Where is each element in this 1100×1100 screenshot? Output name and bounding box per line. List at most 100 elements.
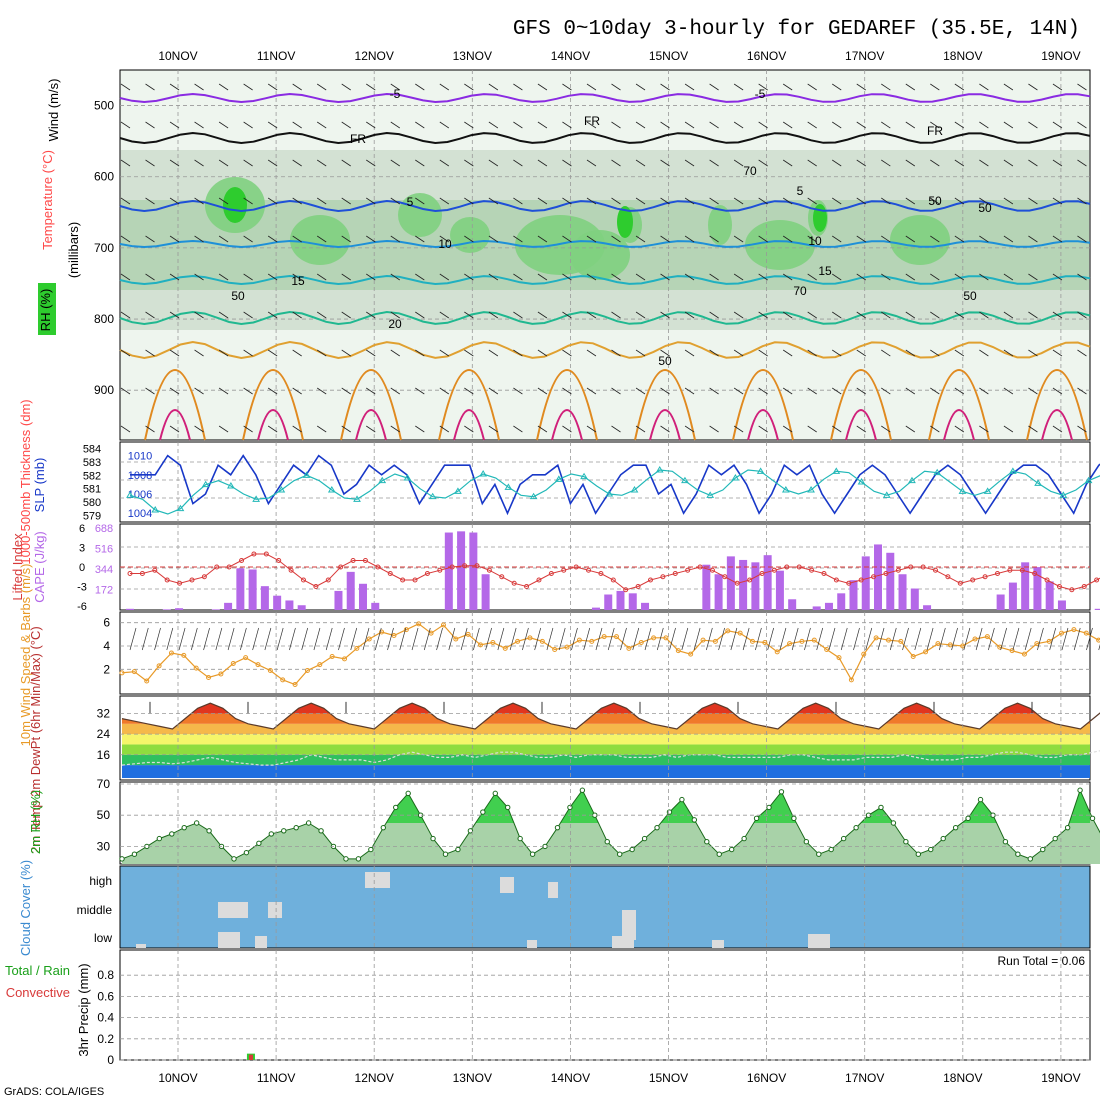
lifted-index-marker: [201, 574, 207, 580]
wind-speed-marker: [317, 662, 323, 668]
wind-barb: [938, 627, 946, 651]
rh2m-marker: [791, 815, 797, 822]
profile-ytick: 900: [94, 383, 114, 397]
wind-speed-marker: [885, 637, 891, 643]
wind-barb: [243, 235, 253, 243]
rh2m-marker: [305, 820, 312, 826]
wind-barb: [979, 349, 989, 357]
lifted-index-marker: [499, 574, 505, 580]
wind-barb: [316, 159, 327, 167]
wind-barb: [1077, 159, 1087, 167]
wind-barb: [341, 387, 351, 395]
lifted-index-marker: [796, 564, 802, 570]
lifted-index-marker: [660, 574, 666, 580]
rh-moist-patch: [745, 220, 815, 270]
wind-barb: [120, 273, 131, 281]
cape-bar: [371, 602, 380, 610]
wind-speed-marker: [626, 645, 632, 651]
wind-barb: [709, 387, 719, 395]
wind-barb: [562, 311, 572, 319]
wind-speed-marker: [168, 650, 174, 656]
rh2m-marker: [193, 820, 200, 826]
wind-speed-marker: [515, 638, 521, 644]
wind-barb: [758, 311, 768, 319]
wind-barb: [292, 159, 302, 167]
wind-barb: [1052, 197, 1063, 205]
wind-barb: [439, 273, 450, 281]
wind-barb: [464, 273, 474, 281]
wind-barb: [856, 197, 866, 205]
wind-barb: [635, 349, 646, 357]
wind-speed-marker: [725, 628, 731, 634]
rh2m-marker: [728, 846, 735, 853]
wind-barb: [660, 387, 670, 395]
rh2m-marker: [878, 804, 884, 811]
wind-barb: [243, 387, 253, 395]
precip-panel: 0.8 0.6 0.4 0.2 0 Run Total = 0.06 3hr Precip …: [5, 949, 1091, 1067]
rh2m-marker: [915, 851, 922, 857]
wind-barb: [488, 159, 499, 167]
wind-speed-marker: [576, 637, 582, 643]
wind-barb: [979, 311, 989, 319]
thickness-marker: [227, 482, 235, 489]
lifted-index-marker: [586, 567, 592, 573]
wind-barb: [905, 349, 916, 357]
wind-barb: [292, 387, 302, 395]
wind-speed-marker: [947, 642, 953, 648]
wind-barb: [473, 627, 480, 651]
wind-barb: [758, 425, 768, 433]
rh2m-marker: [1089, 815, 1096, 822]
wind-speed-marker: [478, 642, 484, 648]
rh2m-marker: [704, 839, 710, 845]
wind-barb: [316, 387, 327, 395]
wind-barb: [583, 627, 591, 651]
wind-barb: [807, 425, 817, 433]
rh2m-marker: [343, 856, 349, 862]
wind-barb: [390, 273, 400, 281]
lifted-index-marker: [338, 564, 344, 570]
cape-bar: [358, 583, 367, 610]
cloud-bar: [228, 902, 236, 918]
lifted-index-marker: [635, 584, 641, 589]
wind-barb: [145, 235, 155, 243]
wind-barb: [832, 311, 842, 319]
wind-barb: [218, 349, 229, 357]
wind-barb: [1028, 235, 1038, 243]
wind-barb: [807, 387, 817, 395]
wind-barb: [709, 197, 719, 205]
wind-speed-marker: [379, 629, 385, 635]
cape-bar: [1094, 608, 1100, 610]
wind-barb: [1077, 387, 1087, 395]
wind-barb: [832, 121, 842, 129]
wind-barb: [366, 159, 376, 167]
temp-contour-30: [1026, 369, 1088, 441]
wind-barb: [804, 627, 811, 651]
wind-barb: [930, 159, 940, 167]
thickness-tick: 584: [83, 444, 101, 456]
wind-barb: [856, 311, 866, 319]
wind-barb: [267, 273, 278, 281]
rh2m-marker: [579, 787, 586, 793]
wind-barb: [832, 159, 842, 167]
rh2m-marker: [965, 815, 971, 822]
rh2m-marker: [903, 839, 909, 845]
lifted-index-marker: [1094, 577, 1100, 583]
wind-barb: [832, 83, 842, 91]
wind-barb: [832, 235, 842, 243]
rh-moist-patch: [890, 215, 950, 265]
wind-barb: [464, 121, 474, 129]
bottom-date-label: 13NOV: [453, 1071, 492, 1085]
temp-line: [121, 702, 1100, 730]
wind-barb: [635, 425, 646, 433]
wind-speed-marker: [131, 669, 137, 675]
wind-barb: [218, 197, 229, 205]
cape-lifted-index-panel: -6 -3 0 3 6 688 516 344 172 Lifted Index CAPE (J/k…: [10, 523, 1100, 613]
temp-contour-30: [634, 369, 696, 441]
contour-label: 50: [658, 354, 672, 368]
temp-contour-25: [119, 340, 1091, 360]
slp-tick: 1004: [128, 508, 152, 520]
thickness-axis-label: 1000-500mb Thickness (dm): [18, 399, 33, 564]
wind-barb: [767, 627, 774, 651]
wind-speed-marker: [230, 661, 236, 666]
